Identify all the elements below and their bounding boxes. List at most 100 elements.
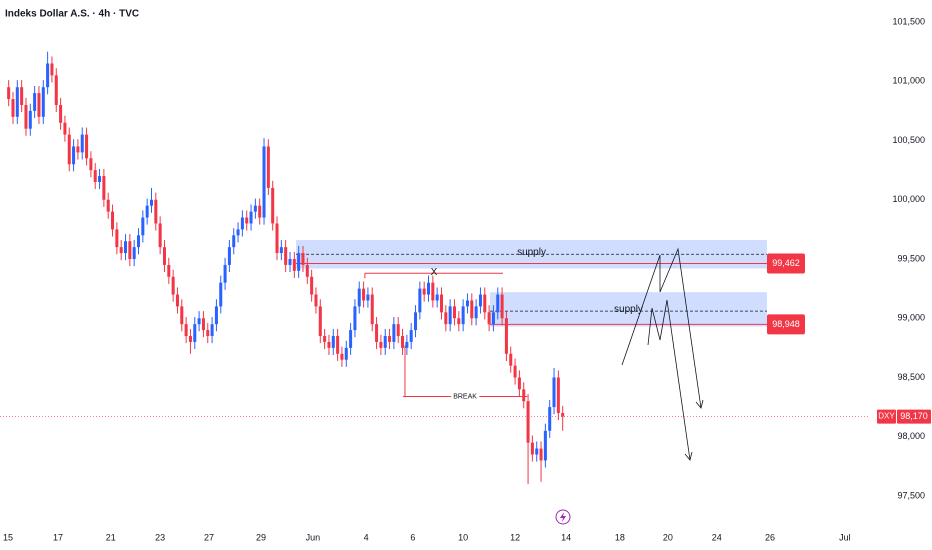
candle-body xyxy=(344,347,348,360)
x-tick-label: 20 xyxy=(663,532,673,542)
arrow-head xyxy=(695,399,704,409)
candle-body xyxy=(132,247,136,260)
candle-body xyxy=(487,312,491,325)
y-tick-label: 97,500 xyxy=(897,490,925,500)
candle-body xyxy=(136,235,141,248)
x-tick-label: Jun xyxy=(306,532,321,542)
y-tick-label: 100,000 xyxy=(892,194,925,204)
y-tick-label: 100,500 xyxy=(892,135,925,145)
x-tick-label: 21 xyxy=(106,532,116,542)
candle-body xyxy=(37,93,41,117)
candle-body xyxy=(310,276,314,295)
x-marker-label: X xyxy=(431,267,438,278)
candle-body xyxy=(336,336,340,354)
price-tag-label: 98,170 xyxy=(900,411,928,421)
candle-body xyxy=(149,199,154,206)
candle-body xyxy=(383,336,387,348)
candle-body xyxy=(496,294,500,313)
candle-body xyxy=(240,217,244,230)
candle-body xyxy=(102,176,106,200)
price-tag xyxy=(897,409,931,424)
candle-body xyxy=(175,294,179,307)
candle-body xyxy=(357,288,361,307)
candle-body xyxy=(7,87,11,100)
candle-body xyxy=(513,365,517,378)
candle-body xyxy=(461,306,465,325)
candle-body xyxy=(314,294,318,307)
candle-body xyxy=(318,306,322,337)
candle-body xyxy=(340,353,344,360)
candle-body xyxy=(435,294,439,301)
supply-zone xyxy=(489,292,767,327)
candle-body xyxy=(396,324,400,337)
candle-body xyxy=(227,247,231,265)
candle-body xyxy=(439,294,444,313)
candle-body xyxy=(266,146,270,188)
x-tick-label: 18 xyxy=(615,532,625,542)
candle-body xyxy=(128,241,132,260)
candle-body xyxy=(483,294,487,313)
x-tick-label: 17 xyxy=(53,532,63,542)
candle-body xyxy=(46,63,50,88)
symbol-tag xyxy=(877,409,896,424)
candle-body xyxy=(305,264,309,277)
candle-body xyxy=(526,401,530,443)
candle-body xyxy=(167,264,171,277)
candle-body xyxy=(465,300,469,307)
chart-title: Indeks Dollar A.S. · 4h · TVC xyxy=(5,9,139,20)
y-tick-label: 101,000 xyxy=(892,76,925,86)
candle-body xyxy=(457,318,461,325)
candle-body xyxy=(297,253,301,271)
candle-body xyxy=(535,448,539,455)
candle-body xyxy=(517,377,521,390)
candle-body xyxy=(444,312,448,325)
y-tick-label: 99,500 xyxy=(897,253,925,263)
candle-body xyxy=(418,288,422,313)
candle-body xyxy=(353,306,357,331)
candle-body xyxy=(530,442,534,455)
candle-body xyxy=(145,205,149,218)
candle-body xyxy=(552,377,556,408)
candle-body xyxy=(414,312,418,331)
candle-body xyxy=(54,75,58,105)
candle-body xyxy=(548,407,552,431)
candle-body xyxy=(539,448,543,461)
x-tick-label: 10 xyxy=(458,532,468,542)
candle-body xyxy=(301,253,305,265)
x-tick-label: Jul xyxy=(839,532,851,542)
level-tag xyxy=(766,253,805,274)
candle-body xyxy=(474,306,478,319)
candle-body xyxy=(401,336,405,348)
candle-body xyxy=(28,110,32,129)
x-tick-label: 12 xyxy=(510,532,520,542)
candle-body xyxy=(509,353,513,366)
y-tick-label: 101,500 xyxy=(892,16,925,26)
candle-body xyxy=(89,158,93,171)
candle-body xyxy=(249,211,253,224)
candle-body xyxy=(405,341,409,348)
x-tick-label: 14 xyxy=(561,532,571,542)
candle-body xyxy=(33,93,37,111)
candle-body xyxy=(292,259,296,271)
candle-body xyxy=(63,122,67,135)
candle-body xyxy=(193,324,197,342)
candle-body xyxy=(236,229,240,236)
candle-body xyxy=(72,146,76,165)
x-tick-label: 23 xyxy=(155,532,165,542)
candle-body xyxy=(214,306,218,325)
level-tag-label: 98,948 xyxy=(772,319,800,329)
candle-body xyxy=(50,63,54,76)
candle-body xyxy=(271,187,275,224)
candle-body xyxy=(223,264,227,283)
candle-body xyxy=(184,324,188,337)
candle-body xyxy=(470,300,474,319)
candle-body xyxy=(158,223,162,248)
candle-body xyxy=(362,288,366,301)
candle-body xyxy=(106,199,110,212)
candle-body xyxy=(375,324,379,342)
candle-body xyxy=(11,99,15,117)
break-label: BREAK xyxy=(453,393,477,400)
candle-body xyxy=(258,205,262,218)
candle-body xyxy=(366,294,370,301)
